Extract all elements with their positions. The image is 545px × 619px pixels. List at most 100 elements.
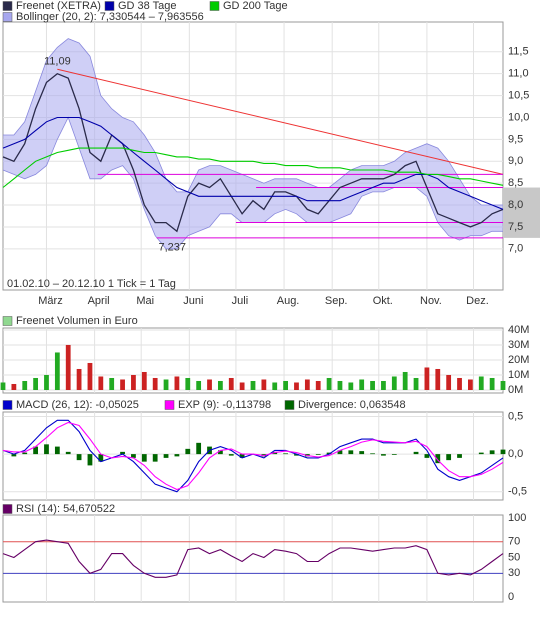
y-tick-label: 10,5: [508, 89, 529, 101]
volume-bar: [11, 383, 17, 390]
x-tick-label: Mai: [136, 295, 154, 307]
y-tick-label: 0: [508, 591, 514, 603]
divergence-bar: [152, 454, 158, 462]
volume-bar: [467, 379, 473, 390]
divergence-bar: [54, 446, 60, 455]
x-tick-label: Dez.: [466, 295, 489, 307]
volume-bar: [326, 377, 332, 390]
volume-bar: [174, 376, 180, 390]
y-tick-label: 70: [508, 536, 520, 548]
volume-bar: [359, 379, 365, 390]
x-tick-label: Juni: [183, 295, 203, 307]
x-tick-label: Sep.: [325, 295, 348, 307]
volume-bar: [196, 380, 202, 390]
divergence-bar: [337, 450, 343, 455]
volume-bar: [250, 380, 256, 390]
divergence-bar: [120, 451, 125, 455]
divergence-bar: [478, 452, 484, 455]
legend-swatch: [2, 316, 13, 326]
y-tick-label: 10M: [508, 369, 529, 381]
legend-label: GD 200 Tage: [223, 0, 288, 12]
divergence-bar: [391, 454, 397, 455]
divergence-bar: [489, 450, 495, 455]
y-tick-label: 0,0: [508, 448, 523, 460]
divergence-bar: [33, 446, 39, 455]
y-tick-label: 0,5: [508, 410, 523, 422]
y-tick-label: 0M: [508, 384, 523, 396]
volume-bar: [163, 379, 169, 390]
y-tick-label: 9,0: [508, 155, 523, 167]
volume-bar: [239, 382, 245, 390]
divergence-bar: [65, 451, 71, 455]
divergence-bar: [217, 450, 223, 455]
divergence-bar: [381, 454, 386, 456]
volume-bar: [22, 380, 28, 390]
divergence-bar: [174, 454, 180, 457]
chart-note: 01.02.10 – 20.12.10 1 Tick = 1 Tag: [7, 278, 176, 290]
divergence-bar: [413, 451, 419, 455]
divergence-bar: [435, 454, 441, 464]
volume-bar: [109, 377, 115, 390]
y-tick-label: 7,0: [508, 243, 523, 255]
volume-bar: [402, 371, 408, 390]
x-tick-label: April: [88, 295, 110, 307]
annotation: 11,09: [44, 56, 71, 68]
volume-bar: [76, 368, 82, 390]
legend-swatch: [104, 1, 115, 11]
y-tick-label: -0,5: [508, 486, 527, 498]
divergence-bar: [163, 454, 169, 458]
volume-bar: [217, 380, 223, 390]
y-tick-label: 30: [508, 567, 520, 579]
y-tick-label: 40M: [508, 324, 529, 336]
volume-bar: [457, 377, 462, 390]
volume-bar: [424, 367, 430, 390]
volume-bar: [54, 352, 60, 390]
volume-bar: [207, 379, 212, 390]
legend-label: EXP (9): -0,113798: [178, 399, 271, 411]
legend-swatch: [2, 12, 13, 22]
divergence-bar: [76, 454, 82, 461]
annotation: 7,237: [158, 241, 186, 253]
legend-swatch: [2, 400, 13, 410]
volume-bar: [152, 377, 158, 390]
y-tick-label: 20M: [508, 354, 529, 366]
volume-bar: [413, 377, 419, 390]
y-tick-label: 50: [508, 551, 520, 563]
y-tick-label: 8,0: [508, 199, 523, 211]
divergence-bar: [283, 453, 289, 455]
divergence-bar: [315, 454, 321, 455]
legend-label: Freenet Volumen in Euro: [16, 315, 138, 327]
bollinger-upper: [3, 38, 503, 206]
divergence-bar: [98, 454, 104, 462]
legend-swatch: [209, 1, 220, 11]
volume-bar: [315, 380, 321, 390]
volume-bar: [185, 377, 191, 390]
divergence-bar: [22, 452, 28, 455]
divergence-bar: [446, 454, 452, 461]
volume-bar: [272, 382, 278, 390]
divergence-bar: [348, 450, 354, 455]
divergence-bar: [239, 454, 245, 458]
series-line: [2, 539, 504, 578]
volume-bar: [370, 380, 375, 390]
legend-label: Bollinger (20, 2): 7,330544 – 7,963556: [16, 11, 204, 23]
volume-bar: [228, 377, 234, 390]
volume-bar: [304, 379, 310, 390]
x-tick-label: Okt.: [373, 295, 393, 307]
volume-bar: [87, 362, 93, 390]
volume-bar: [500, 380, 506, 390]
volume-bar: [294, 382, 299, 390]
divergence-bar: [44, 444, 49, 455]
x-tick-label: Nov.: [420, 295, 442, 307]
y-tick-label: 9,5: [508, 133, 523, 145]
series-line: [2, 147, 504, 188]
y-tick-label: 8,5: [508, 177, 523, 189]
divergence-bar: [141, 454, 147, 462]
series-line: [2, 421, 504, 491]
price-range-box: [503, 187, 540, 238]
legend-swatch: [164, 400, 175, 410]
divergence-bar: [87, 454, 93, 466]
panel-frame: [2, 411, 504, 501]
series-line: [2, 72, 504, 233]
